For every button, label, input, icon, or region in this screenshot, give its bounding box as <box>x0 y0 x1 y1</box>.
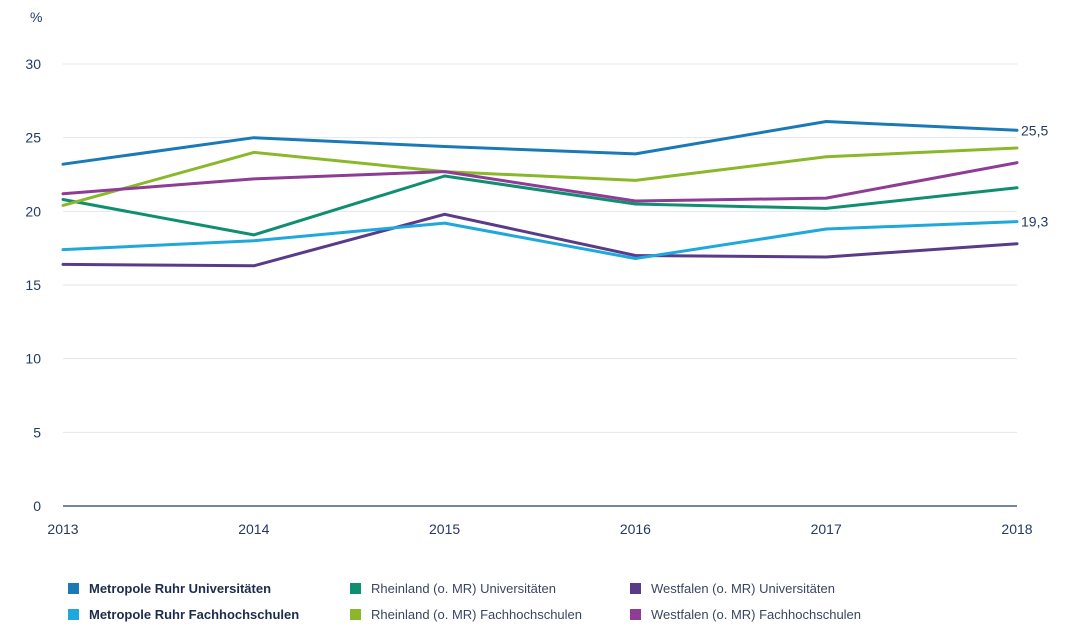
y-axis-ticks: 0 5 10 15 20 25 30 <box>25 56 41 514</box>
x-tick-label: 2015 <box>429 521 460 537</box>
y-tick-label: 20 <box>25 203 41 219</box>
legend-swatch <box>68 582 79 594</box>
line-chart: 0 5 10 15 20 25 30 2013 2014 2015 2016 2017 2018 25… <box>25 9 1048 537</box>
legend-swatch <box>630 608 641 620</box>
x-axis-ticks: 2013 2014 2015 2016 2017 2018 <box>47 521 1032 537</box>
series-line-2 <box>61 212 1019 268</box>
y-tick-label: 5 <box>33 424 41 440</box>
y-axis-unit-label: % <box>30 9 42 25</box>
end-value-label: 25,5 <box>1021 122 1048 138</box>
legend-label: Metropole Ruhr Fachhochschulen <box>89 606 300 622</box>
series-line-0 <box>61 120 1019 166</box>
legend-label: Westfalen (o. MR) Fachhochschulen <box>651 606 862 622</box>
series-line-5 <box>61 161 1019 203</box>
legend-swatch <box>68 608 79 620</box>
x-tick-label: 2016 <box>620 521 651 537</box>
legend-label: Westfalen (o. MR) Universitäten <box>651 580 835 596</box>
legend: Metropole Ruhr Universitäten Rheinland (… <box>68 578 1068 628</box>
legend-item-westfalen-fachhochschulen: Westfalen (o. MR) Fachhochschulen <box>630 604 861 624</box>
y-tick-label: 0 <box>33 498 41 514</box>
y-tick-label: 15 <box>25 277 41 293</box>
x-tick-label: 2017 <box>811 521 842 537</box>
series-line-3 <box>61 220 1019 260</box>
legend-swatch <box>350 608 361 620</box>
y-tick-label: 25 <box>25 130 41 146</box>
legend-label: Rheinland (o. MR) Fachhochschulen <box>371 606 582 622</box>
series-line-1 <box>61 174 1019 237</box>
end-value-label: 19,3 <box>1021 214 1048 230</box>
legend-item-metropole-ruhr-fachhochschulen: Metropole Ruhr Fachhochschulen <box>68 604 299 624</box>
end-labels: 25,5 19,3 <box>1021 122 1048 229</box>
legend-label: Rheinland (o. MR) Universitäten <box>371 580 556 596</box>
legend-swatch <box>350 582 361 594</box>
y-tick-label: 30 <box>25 56 41 72</box>
series-lines <box>61 120 1019 268</box>
gridlines <box>63 63 1017 507</box>
y-tick-label: 10 <box>25 351 41 367</box>
x-tick-label: 2014 <box>238 521 269 537</box>
x-tick-label: 2018 <box>1001 521 1032 537</box>
legend-label: Metropole Ruhr Universitäten <box>89 580 272 596</box>
series-line-4 <box>61 146 1019 207</box>
legend-swatch <box>630 582 641 594</box>
legend-item-rheinland-universitaeten: Rheinland (o. MR) Universitäten <box>350 578 556 598</box>
legend-item-westfalen-universitaeten: Westfalen (o. MR) Universitäten <box>630 578 835 598</box>
legend-item-rheinland-fachhochschulen: Rheinland (o. MR) Fachhochschulen <box>350 604 582 624</box>
legend-item-metropole-ruhr-universitaeten: Metropole Ruhr Universitäten <box>68 578 271 598</box>
x-tick-label: 2013 <box>47 521 78 537</box>
